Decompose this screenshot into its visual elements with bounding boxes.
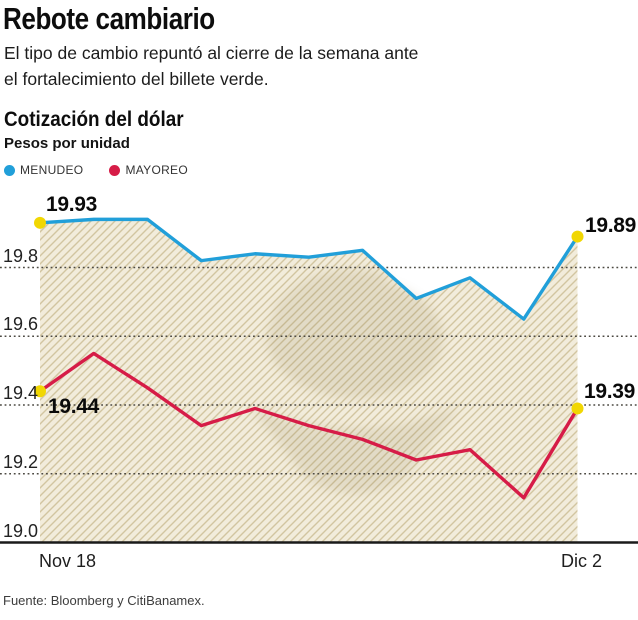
x-axis-label-first: Nov 18 [39,551,97,571]
legend-item-menudeo: MENUDEO [4,163,83,177]
page-title-text: Rebote cambiario [3,1,215,36]
chart-units-label: Pesos por unidad [4,135,130,152]
chart-title-text: Cotización del dólar [4,108,184,131]
y-axis-tick-label: 19.2 [3,451,39,472]
y-axis-tick-label: 19.8 [3,245,39,266]
y-axis-tick-label: 19.6 [3,314,39,335]
subtitle-line-1: El tipo de cambio repuntó al cierre de l… [4,43,419,63]
mayoreo-last-value-label: 19.39 [584,380,636,403]
legend-label-mayoreo: MAYOREO [125,163,188,177]
endpoint-markers [34,216,584,415]
menudeo-dot-icon [4,164,15,176]
mayoreo-end-marker [571,402,584,415]
menudeo-last-value-label: 19.89 [585,214,637,237]
menudeo-line [38,217,580,321]
y-axis-tick-label: 19.4 [3,383,39,403]
mayoreo-dot-icon [109,164,121,176]
legend-item-mayoreo: MAYOREO [109,163,188,177]
y-axis-tick-label: 19.0 [3,520,39,541]
menudeo-start-marker [34,216,46,229]
page-subtitle: El tipo de cambio repuntó al cierre de l… [4,41,418,92]
chart-legend: MENUDEO MAYOREO [4,163,188,177]
gridlines [0,266,638,475]
subtitle-line-2: el fortalecimiento del billete verde. [4,68,269,89]
menudeo-first-value-label: 19.93 [46,193,98,216]
mayoreo-first-value-label: 19.44 [48,395,100,418]
watermark-eagle-icon [250,268,460,494]
chart-title: Cotización del dólar [4,108,204,132]
mayoreo-start-marker [34,385,46,398]
mayoreo-line [38,351,580,500]
page-title: Rebote cambiario [3,1,255,37]
legend-label-menudeo: MENUDEO [20,163,84,177]
source-note: Fuente: Bloomberg y CitiBanamex. [3,593,205,608]
x-axis-label-last: Dic 2 [560,551,602,571]
menudeo-end-marker [571,230,584,243]
